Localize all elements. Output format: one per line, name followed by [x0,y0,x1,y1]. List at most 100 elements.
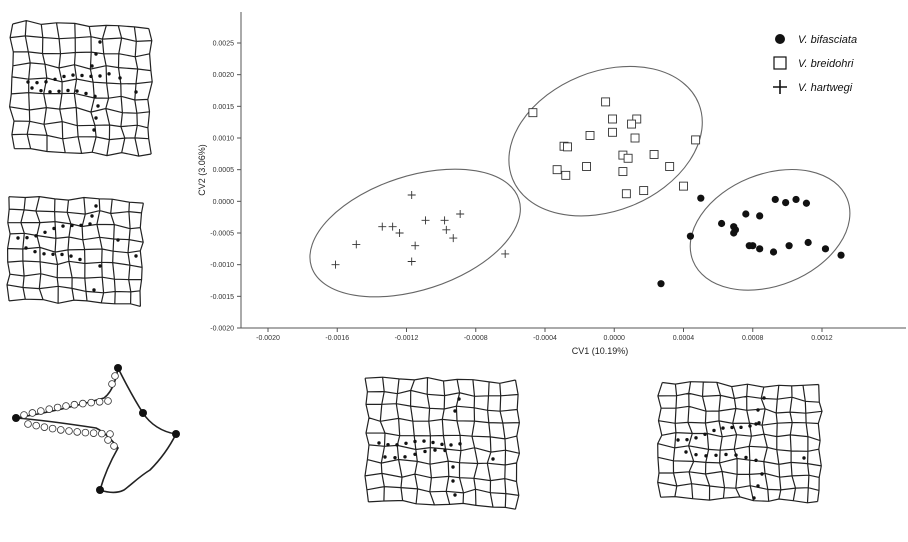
y-tick-label: 0.0000 [213,199,235,206]
data-point-bifasciata [686,232,695,240]
data-point-bifasciata [804,238,812,247]
grid-landmark-dot [712,428,716,433]
grid-landmark-dot [403,455,407,459]
grid-landmark-dot [393,455,397,460]
grid-landmark-dot [413,452,417,456]
y-tick-label: -0.0010 [210,262,234,269]
grid-landmark-dot [386,442,390,447]
grid-landmark-dot [90,64,94,68]
data-point-hartwegi [352,240,361,249]
grid-landmark-dot [457,397,461,401]
grid-landmark-dot [70,223,74,228]
landmark-point [139,409,147,417]
data-point-bifasciata [769,248,778,256]
data-point-hartwegi [501,249,510,258]
data-point-bifasciata [742,210,750,218]
grid-landmark-dot [94,52,98,56]
grid-landmark-dot [754,422,758,426]
grid-landmark-dot [458,442,462,446]
grid-landmark-dot [78,257,82,262]
data-point-bifasciata [697,194,705,202]
data-point-hartwegi [456,210,465,218]
data-point-breidohri [639,186,649,196]
data-point-bifasciata [785,242,793,250]
y-tick-label: -0.0005 [210,231,234,238]
outline-curve [15,365,178,494]
legend-marker-breidohri [773,56,787,70]
grid-landmark-dot [714,453,718,457]
grid-landmark-dot [89,74,93,79]
grid-landmark-dot [704,454,708,458]
grid-lines [6,195,144,307]
grid-landmark-dot [116,238,120,242]
grid-landmark-dot [80,73,84,78]
grid-landmark-dot [94,204,98,208]
grid-landmark-dot [404,441,408,445]
grid-landmark-dot [62,74,66,79]
grid-landmark-dot [57,89,61,93]
grid-landmark-dot [61,224,65,228]
grid-lines [8,19,153,157]
landmark-point [172,430,180,438]
x-axis-ticks: -0.0020 -0.0016 -0.0012 -0.0008 -0.0004 0.000… [256,328,833,342]
semilandmark-dot [45,405,53,413]
grid-landmark-dot [694,436,698,440]
confidence-ellipse [508,65,703,217]
deformation-grid-bottom-right [657,381,823,504]
grid-landmark-dot [52,226,56,231]
grid-landmark-dot [730,425,734,430]
data-point-hartwegi [440,216,449,225]
grid-landmark-dot [30,86,34,90]
semilandmark-dot [81,428,90,437]
grid-landmark-dot [88,222,92,226]
grid-landmark-dot [676,438,680,442]
landmark-point [114,364,122,372]
grid-landmark-dot [451,465,455,469]
x-tick-label: -0.0016 [325,335,349,342]
y-tick-label: 0.0010 [213,136,235,143]
grid-landmark-dot [756,408,760,412]
landmark-outline [12,364,180,494]
data-point-breidohri [608,127,617,137]
grid-landmark-dot [802,456,806,460]
grid-landmark-dot [16,236,20,240]
grid-landmark-dot [44,80,48,84]
grid-landmark-dot [79,223,83,228]
grid-landmark-dot [92,128,96,132]
deformation-grid-bottom-center [364,376,521,510]
confidence-ellipse [689,168,851,291]
y-tick-label: 0.0020 [213,72,235,79]
grid-landmark-dot [703,432,707,436]
grid-landmark-dot [75,89,79,93]
data-point-bifasciata [756,245,764,253]
data-point-breidohri [528,108,538,118]
semilandmark-dot [53,403,62,412]
grid-landmark-dot [453,409,457,413]
deformation-grid-top-left-2 [6,195,144,307]
data-points [331,97,845,288]
semilandmark-dot [24,420,32,428]
data-point-breidohri [691,135,701,145]
grid-landmark-dot [92,288,96,292]
data-point-hartwegi [411,241,420,250]
grid-landmark-dot [98,264,102,268]
grid-landmark-dot [42,252,46,256]
x-tick-label: 0.0004 [673,335,695,342]
grid-landmark-dot [423,449,427,454]
semilandmark-dot [110,442,118,450]
y-tick-label: 0.0005 [213,167,235,174]
landmark-point [12,414,20,422]
data-point-bifasciata [730,223,738,231]
legend-marker-bifasciata [775,34,785,44]
semilandmark-dot [87,398,95,407]
data-point-bifasciata [756,212,764,220]
semilandmark-dot [73,428,81,436]
data-point-breidohri [649,150,659,159]
grid-landmark-dot [43,230,47,234]
legend: V. bifasciata V. breidohri V. hartwegi [773,34,857,94]
semilandmark-dot [20,411,28,419]
confidence-ellipse [309,168,521,298]
data-point-bifasciata [771,195,779,204]
data-point-hartwegi [407,191,416,199]
